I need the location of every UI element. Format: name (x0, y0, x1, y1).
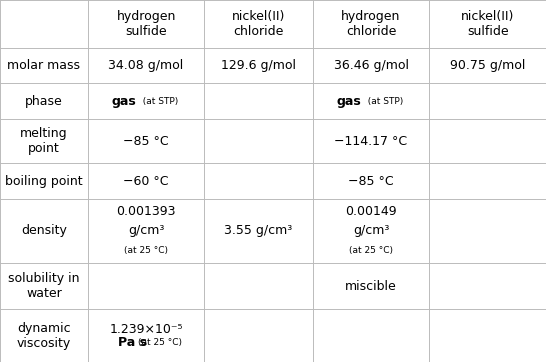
Text: (at 25 °C): (at 25 °C) (349, 246, 393, 254)
Text: Pa s: Pa s (118, 336, 147, 349)
Text: 90.75 g/mol: 90.75 g/mol (450, 59, 525, 72)
Text: g/cm³: g/cm³ (128, 224, 164, 237)
Text: g/cm³: g/cm³ (353, 224, 389, 237)
Text: −85 °C: −85 °C (123, 135, 169, 148)
Text: 34.08 g/mol: 34.08 g/mol (109, 59, 183, 72)
Text: −114.17 °C: −114.17 °C (335, 135, 408, 148)
Text: (at STP): (at STP) (363, 97, 403, 106)
Text: −60 °C: −60 °C (123, 175, 169, 188)
Text: density: density (21, 224, 67, 237)
Text: dynamic
viscosity: dynamic viscosity (17, 322, 71, 350)
Text: nickel(II)
sulfide: nickel(II) sulfide (461, 10, 514, 38)
Text: boiling point: boiling point (5, 175, 82, 188)
Text: 0.001393: 0.001393 (116, 205, 176, 218)
Text: hydrogen
chloride: hydrogen chloride (341, 10, 401, 38)
Text: molar mass: molar mass (8, 59, 80, 72)
Text: (at STP): (at STP) (138, 97, 179, 106)
Text: melting
point: melting point (20, 127, 68, 155)
Text: miscible: miscible (345, 280, 397, 292)
Text: (at 25 °C): (at 25 °C) (124, 246, 168, 254)
Text: hydrogen
sulfide: hydrogen sulfide (116, 10, 176, 38)
Text: 1.239×10⁻⁵: 1.239×10⁻⁵ (109, 323, 183, 336)
Text: (at 25 °C): (at 25 °C) (138, 338, 182, 347)
Text: 3.55 g/cm³: 3.55 g/cm³ (224, 224, 293, 237)
Text: 129.6 g/mol: 129.6 g/mol (221, 59, 296, 72)
Text: nickel(II)
chloride: nickel(II) chloride (232, 10, 285, 38)
Text: 0.00149: 0.00149 (345, 205, 397, 218)
Text: solubility in
water: solubility in water (8, 272, 80, 300)
Text: phase: phase (25, 94, 63, 108)
Text: 36.46 g/mol: 36.46 g/mol (334, 59, 408, 72)
Text: −85 °C: −85 °C (348, 175, 394, 188)
Text: gas: gas (336, 94, 361, 108)
Text: gas: gas (111, 94, 136, 108)
